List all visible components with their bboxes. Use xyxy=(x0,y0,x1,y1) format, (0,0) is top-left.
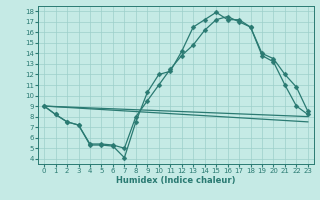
X-axis label: Humidex (Indice chaleur): Humidex (Indice chaleur) xyxy=(116,176,236,185)
